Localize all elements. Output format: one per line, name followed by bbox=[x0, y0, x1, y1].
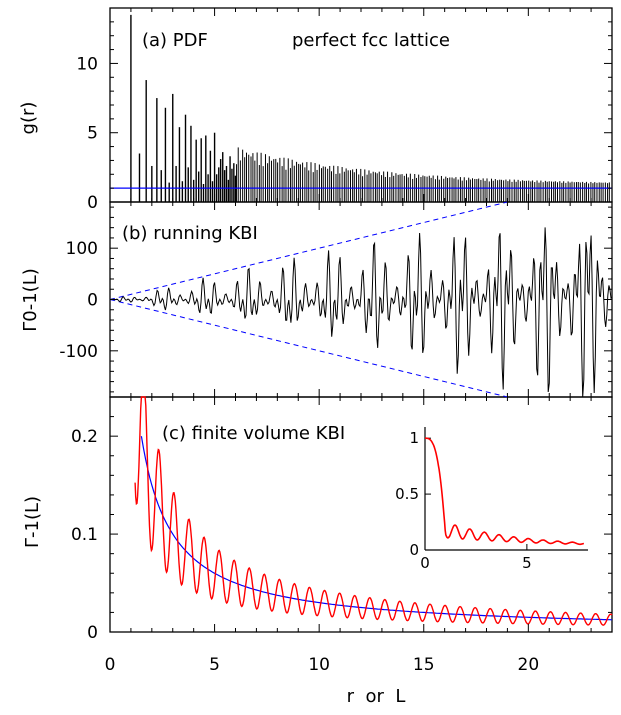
panel-c-ylabel: Γ-1(L) bbox=[22, 496, 43, 548]
inset-y-tick-label: 0 bbox=[409, 541, 419, 559]
x-tick-label: 15 bbox=[413, 655, 435, 675]
x-tick-label: 20 bbox=[518, 655, 540, 675]
y-tick-label: 0 bbox=[87, 623, 98, 643]
inset-x-tick-label: 0 bbox=[420, 554, 430, 572]
panel-b-label: (b) running KBI bbox=[122, 223, 258, 244]
running-kbi-line bbox=[109, 227, 613, 398]
y-tick-label: 10 bbox=[76, 54, 98, 74]
inset-curve-line bbox=[425, 437, 585, 546]
y-tick-label: -100 bbox=[59, 342, 98, 362]
panel-a-label: (a) PDF bbox=[142, 30, 208, 51]
y-tick-label: 0 bbox=[87, 291, 98, 311]
x-tick-label: 5 bbox=[209, 655, 220, 675]
inset-x-tick-label: 5 bbox=[522, 554, 532, 572]
inset-y-tick-label: 0.5 bbox=[395, 485, 419, 503]
finite-volume-kbi-line bbox=[134, 396, 613, 626]
fit-curve-line bbox=[140, 436, 613, 621]
x-tick-label: 0 bbox=[105, 655, 116, 675]
x-tick-label: 10 bbox=[308, 655, 330, 675]
panel-b-ylabel: Γ0-1(L) bbox=[20, 268, 41, 332]
inset-y-tick-label: 1 bbox=[409, 429, 419, 447]
y-tick-label: 0.1 bbox=[71, 525, 98, 545]
x-axis-label: r or L bbox=[347, 686, 406, 707]
y-tick-label: 5 bbox=[87, 124, 98, 144]
y-tick-label: 100 bbox=[66, 239, 98, 259]
kbi-envelope-line bbox=[109, 201, 508, 300]
panel-a-ylabel: g(r) bbox=[18, 102, 39, 135]
y-tick-label: 0.2 bbox=[71, 427, 98, 447]
panel-c-label: (c) finite volume KBI bbox=[162, 423, 345, 444]
y-tick-label: 0 bbox=[87, 193, 98, 213]
panel-a-annotation: perfect fcc lattice bbox=[292, 30, 450, 51]
